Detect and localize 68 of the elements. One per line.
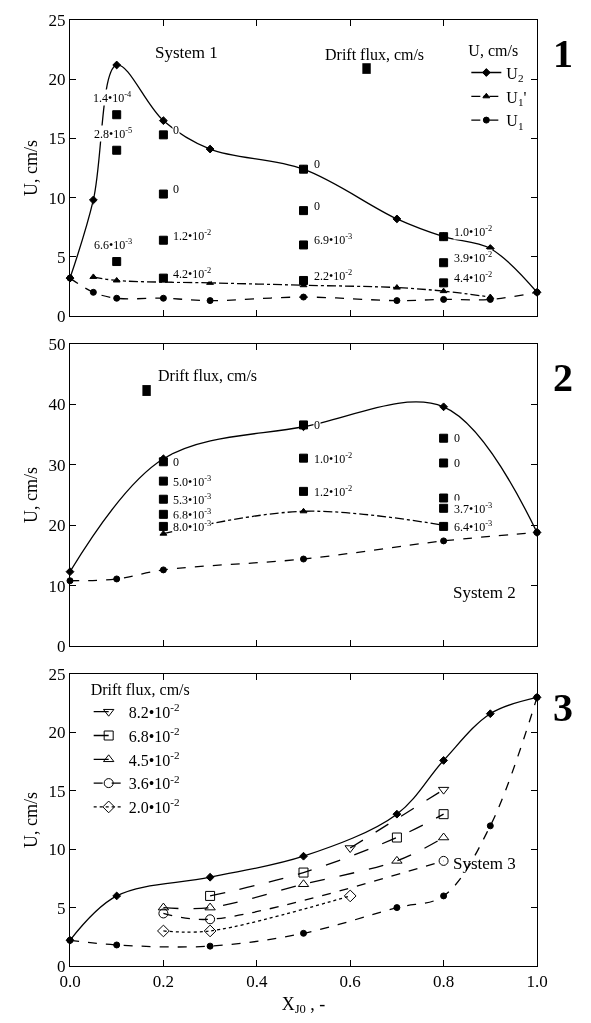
y-tick-label: 10: [48, 188, 66, 208]
y-tick-label: 30: [48, 455, 66, 475]
y-tick-label: 20: [48, 70, 66, 90]
text: System 2: [453, 583, 516, 602]
annotation: 1.4•10$^{-4}$: [93, 90, 132, 106]
y-tick-label: 25: [48, 664, 66, 684]
annotation: 6.9•10$^{-3}$: [314, 232, 353, 248]
annotation: 4.2•10$^{-2}$: [173, 266, 212, 282]
annotation: 0: [454, 456, 460, 470]
text: System 3: [453, 854, 516, 873]
annotation: Drift flux, cm/s: [325, 46, 425, 63]
y-tick-label: 10: [48, 840, 66, 860]
y-tick-label: 20: [48, 723, 66, 743]
y-tick-label: 50: [48, 334, 66, 354]
y-axis-title: U, cm/s: [20, 467, 41, 523]
text: System 1: [155, 43, 218, 62]
annotation: 0: [173, 123, 179, 137]
legend-label: 3.6•10$^{-2}$: [128, 772, 180, 793]
annotation: 3.9•10$^{-2}$: [454, 250, 493, 266]
y-tick-label: 15: [48, 129, 66, 149]
annotation: 2.2•10$^{-2}$: [314, 268, 353, 284]
annotation: 0: [314, 199, 320, 213]
chart-title: 2: [553, 355, 573, 400]
y-tick-label: 0: [57, 306, 66, 326]
x-tick-label: 0.2: [152, 972, 175, 992]
y-tick-label: 0: [57, 636, 66, 656]
y-tick-label: 25: [48, 10, 66, 30]
legend-title: Drift flux, cm/s: [90, 680, 190, 698]
annotation: 0: [314, 157, 320, 171]
annotation: 1.0•10$^{-2}$: [314, 451, 353, 467]
y-tick-label: 40: [48, 395, 66, 415]
x-tick-label: 0.6: [339, 972, 361, 992]
legend-label: 2.0•10$^{-2}$: [128, 796, 180, 817]
annotation: 1.2•10$^{-2}$: [173, 228, 212, 244]
annotation: 3.7•10$^{-3}$: [454, 501, 493, 517]
legend-title: U, cm/s: [468, 41, 519, 59]
legend-label: U$_{1}$': [506, 88, 527, 108]
legend-label: U$_{1}$: [506, 112, 524, 132]
annotation: 0: [173, 182, 179, 196]
annotation: Drift flux, cm/s: [158, 367, 258, 384]
chart-title: 3: [553, 685, 573, 730]
annotation: 4.4•10$^{-2}$: [454, 270, 493, 286]
legend-label: U$_{2}$: [506, 64, 524, 85]
annotation: 6.6•10$^{-3}$: [94, 237, 133, 253]
legend-label: 8.2•10$^{-2}$: [128, 701, 180, 721]
y-tick-label: 5: [57, 898, 66, 918]
x-tick-label: 0.8: [432, 972, 455, 992]
legend-label: 4.5•10$^{-2}$: [128, 748, 180, 769]
annotation: 1.0•10$^{-2}$: [454, 224, 493, 240]
annotation: 5.0•10$^{-3}$: [173, 474, 212, 490]
annotation: 5.3•10$^{-3}$: [173, 492, 212, 508]
annotation: 0: [314, 418, 320, 432]
x-tick-label: 1.0: [526, 972, 548, 992]
annotation: 0: [173, 455, 179, 469]
y-tick-label: 5: [57, 247, 66, 267]
y-tick-label: 15: [48, 781, 66, 801]
y-axis-title: U, cm/s: [20, 140, 41, 196]
x-tick-label: 0.4: [246, 972, 268, 992]
annotation: 1.2•10$^{-2}$: [314, 484, 353, 500]
y-tick-label: 10: [48, 576, 66, 596]
legend-label: 6.8•10$^{-2}$: [128, 725, 180, 745]
chart-title: 1: [553, 31, 573, 76]
y-axis-title: U, cm/s: [20, 792, 41, 848]
x-axis-title: X$_{J0}$ , -: [281, 993, 326, 1017]
annotation: 6.4•10$^{-3}$: [454, 519, 493, 535]
y-tick-label: 20: [48, 516, 66, 536]
annotation: 0: [454, 431, 460, 445]
annotation: 2.8•10$^{-5}$: [94, 126, 133, 142]
